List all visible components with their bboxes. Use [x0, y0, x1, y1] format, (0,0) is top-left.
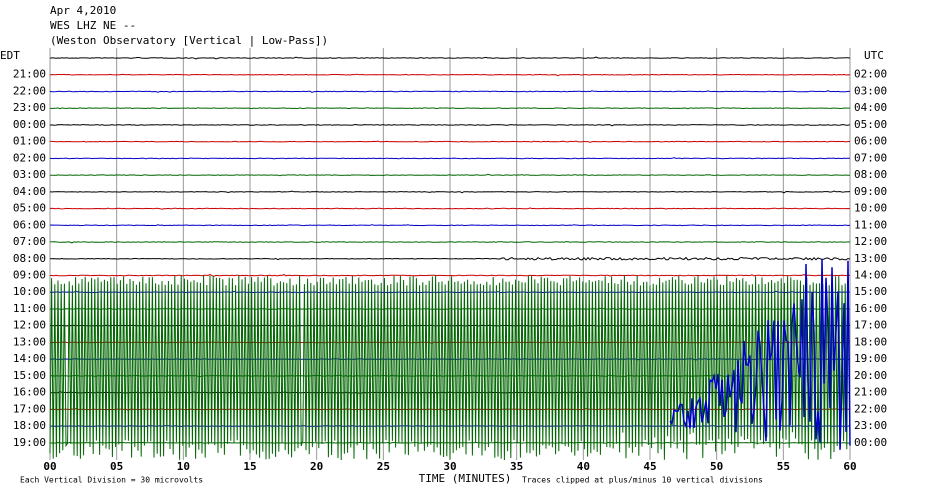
- edt-label: 03:00: [13, 168, 46, 181]
- edt-label: 08:00: [13, 252, 46, 265]
- edt-label: 01:00: [13, 135, 46, 148]
- station: WES LHZ NE --: [50, 19, 136, 32]
- x-tick-label: 05: [110, 460, 123, 473]
- edt-label: 17:00: [13, 402, 46, 415]
- utc-label: 15:00: [854, 285, 887, 298]
- x-tick-label: 20: [310, 460, 323, 473]
- utc-label: 13:00: [854, 252, 887, 265]
- edt-label: 18:00: [13, 419, 46, 432]
- edt-label: 11:00: [13, 302, 46, 315]
- x-tick-label: 15: [243, 460, 256, 473]
- x-tick-label: 60: [843, 460, 856, 473]
- utc-label: 20:00: [854, 369, 887, 382]
- x-tick-label: 50: [710, 460, 723, 473]
- utc-label: 06:00: [854, 135, 887, 148]
- utc-label: 05:00: [854, 118, 887, 131]
- utc-label: 23:00: [854, 419, 887, 432]
- trace: [49, 123, 851, 127]
- x-tick-label: 45: [643, 460, 656, 473]
- edt-label: 10:00: [13, 285, 46, 298]
- x-tick-label: 55: [777, 460, 790, 473]
- edt-label: 15:00: [13, 369, 46, 382]
- utc-label: 09:00: [854, 185, 887, 198]
- utc-label: 03:00: [854, 84, 887, 97]
- trace: [49, 56, 851, 60]
- utc-label: 07:00: [854, 151, 887, 164]
- left-axis-title: EDT: [0, 49, 20, 62]
- trace: [50, 274, 851, 277]
- trace: [49, 107, 850, 110]
- x-tick-label: 00: [43, 460, 56, 473]
- trace: [49, 73, 851, 77]
- utc-label: 11:00: [854, 218, 887, 231]
- utc-label: 21:00: [854, 386, 887, 399]
- edt-label: 22:00: [13, 84, 46, 97]
- x-tick-label: 35: [510, 460, 523, 473]
- edt-label: 21:00: [13, 68, 46, 81]
- footer-left: Each Vertical Division = 30 microvolts: [20, 476, 203, 485]
- trace: [49, 190, 851, 194]
- trace: [49, 90, 850, 93]
- edt-label: 00:00: [13, 118, 46, 131]
- x-tick-label: 40: [577, 460, 590, 473]
- utc-label: 00:00: [854, 436, 887, 449]
- utc-label: 04:00: [854, 101, 887, 114]
- utc-label: 18:00: [854, 335, 887, 348]
- trace: [49, 207, 851, 210]
- utc-label: 02:00: [854, 68, 887, 81]
- x-tick-label: 25: [377, 460, 390, 473]
- utc-label: 16:00: [854, 302, 887, 315]
- trace: [49, 224, 851, 227]
- edt-label: 23:00: [13, 101, 46, 114]
- x-axis-label: TIME (MINUTES): [419, 472, 512, 485]
- edt-label: 02:00: [13, 151, 46, 164]
- trace: [49, 157, 851, 160]
- edt-label: 14:00: [13, 352, 46, 365]
- trace: [49, 173, 851, 177]
- utc-label: 22:00: [854, 402, 887, 415]
- date: Apr 4,2010: [50, 4, 116, 17]
- edt-label: 07:00: [13, 235, 46, 248]
- edt-label: 06:00: [13, 218, 46, 231]
- utc-label: 17:00: [854, 319, 887, 332]
- clipped-signal: [49, 275, 849, 461]
- trace: [50, 256, 851, 261]
- utc-label: 10:00: [854, 202, 887, 215]
- x-tick-label: 10: [177, 460, 190, 473]
- late-signal: [669, 258, 851, 450]
- right-axis-title: UTC: [864, 49, 884, 62]
- edt-label: 09:00: [13, 268, 46, 281]
- edt-label: 16:00: [13, 386, 46, 399]
- utc-label: 14:00: [854, 268, 887, 281]
- edt-label: 05:00: [13, 202, 46, 215]
- edt-label: 04:00: [13, 185, 46, 198]
- utc-label: 12:00: [854, 235, 887, 248]
- edt-label: 12:00: [13, 319, 46, 332]
- utc-label: 19:00: [854, 352, 887, 365]
- utc-label: 08:00: [854, 168, 887, 181]
- edt-label: 19:00: [13, 436, 46, 449]
- observatory: (Weston Observatory [Vertical | Low-Pass…: [50, 34, 328, 47]
- trace: [50, 140, 850, 143]
- edt-label: 13:00: [13, 335, 46, 348]
- footer-right: Traces clipped at plus/minus 10 vertical…: [522, 476, 763, 485]
- trace: [49, 241, 851, 244]
- x-tick-label: 30: [443, 460, 456, 473]
